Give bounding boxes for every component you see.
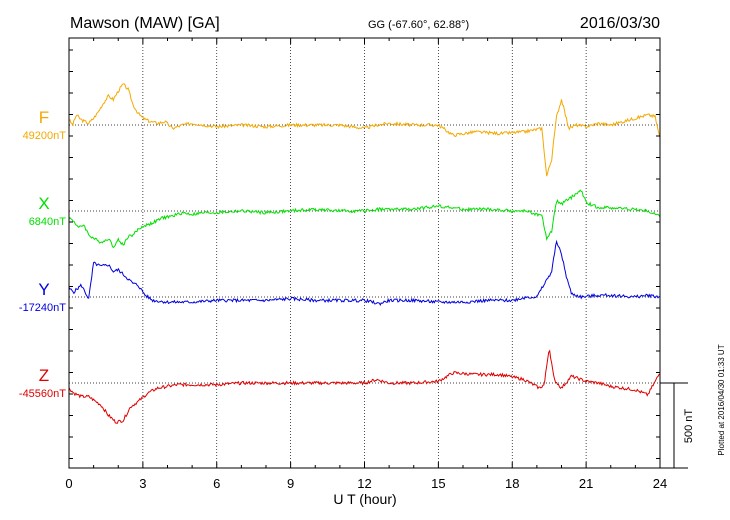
x-tick-label: 21	[579, 476, 593, 491]
x-tick-label: 0	[65, 476, 72, 491]
series-name-f: F	[39, 108, 49, 127]
x-tick-label: 6	[213, 476, 220, 491]
series-line-x	[68, 189, 661, 249]
x-axis-label: U T (hour)	[333, 491, 396, 507]
series-name-y: Y	[38, 280, 49, 299]
grid	[142, 38, 587, 468]
plot-frame	[68, 37, 661, 469]
station-title: Mawson (MAW) [GA]	[70, 15, 220, 32]
station-coordinates: GG (-67.60°, 62.88°)	[368, 19, 469, 31]
series-line-f	[68, 83, 661, 177]
series-baseline-z: -45560nT	[19, 388, 66, 400]
series-baseline-f: 49200nT	[23, 130, 67, 142]
series-baseline-x: 6840nT	[29, 216, 67, 228]
series-line-y	[68, 239, 661, 306]
data-series	[68, 83, 661, 424]
x-axis-ticks: 0 3 6 9 12 15 18 21 24	[65, 38, 667, 491]
x-tick-label: 3	[139, 476, 146, 491]
chart-date: 2016/03/30	[580, 15, 660, 32]
series-labels: F 49200nT X 6840nT Y -17240nT Z -45560nT	[19, 108, 66, 400]
series-line-z	[68, 349, 661, 424]
x-tick-label: 24	[653, 476, 667, 491]
x-tick-label: 12	[357, 476, 371, 491]
plotted-timestamp: Plotted at 2016/04/30 01:33 UT	[717, 344, 726, 455]
scale-bar-label: 500 nT	[683, 409, 695, 444]
x-tick-label: 18	[505, 476, 519, 491]
series-name-z: Z	[39, 366, 49, 385]
scale-bar: 500 nT	[660, 382, 695, 469]
x-tick-label: 9	[287, 476, 294, 491]
x-tick-label: 15	[431, 476, 445, 491]
baselines	[69, 124, 660, 384]
series-name-x: X	[38, 194, 49, 213]
series-baseline-y: -17240nT	[19, 302, 66, 314]
